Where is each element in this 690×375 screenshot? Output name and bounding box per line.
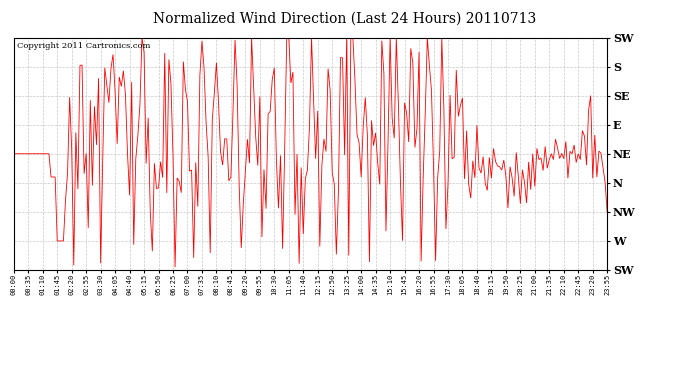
Text: Copyright 2011 Cartronics.com: Copyright 2011 Cartronics.com bbox=[17, 42, 150, 50]
Text: Normalized Wind Direction (Last 24 Hours) 20110713: Normalized Wind Direction (Last 24 Hours… bbox=[153, 11, 537, 25]
